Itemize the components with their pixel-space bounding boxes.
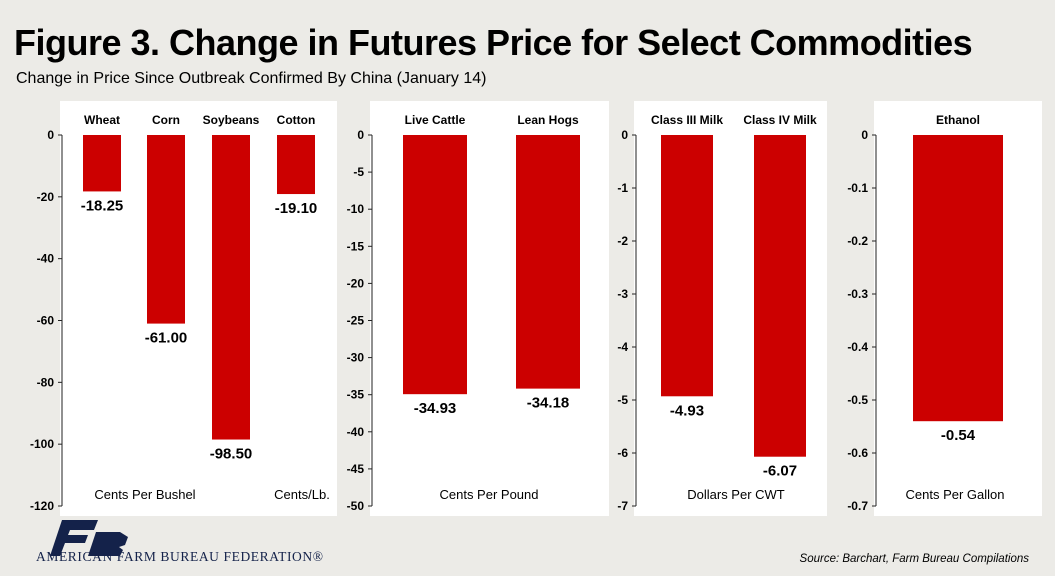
data-label: -0.54 (941, 427, 976, 444)
bar-corn (147, 135, 185, 324)
unit-label: Dollars Per CWT (687, 487, 785, 502)
data-label: -34.18 (527, 395, 570, 412)
y-tick-label: -0.1 (847, 181, 868, 195)
data-label: -19.10 (275, 200, 318, 217)
unit-label: Cents Per Pound (439, 487, 538, 502)
y-tick-label: -15 (347, 239, 365, 253)
unit-label: Cents Per Bushel (94, 487, 195, 502)
y-tick-label: -7 (617, 499, 628, 513)
y-tick-label: -1 (617, 181, 628, 195)
category-label: Lean Hogs (517, 113, 579, 127)
y-tick-label: -5 (617, 393, 628, 407)
category-label: Live Cattle (405, 113, 466, 127)
category-label: Cotton (277, 113, 316, 127)
y-tick-label: -20 (347, 276, 365, 290)
bar-class-iv-milk (754, 135, 806, 457)
y-tick-label: -0.2 (847, 234, 868, 248)
bar-soybeans (212, 135, 250, 440)
y-tick-label: 0 (47, 128, 54, 142)
bar-live-cattle (403, 135, 467, 395)
y-tick-label: -100 (30, 437, 54, 451)
y-tick-label: -3 (617, 287, 628, 301)
chart-subtitle: Change in Price Since Outbreak Confirmed… (16, 70, 487, 87)
y-tick-label: -120 (30, 499, 54, 513)
y-tick-label: -45 (347, 462, 365, 476)
data-label: -61.00 (145, 330, 188, 347)
data-label: -4.93 (670, 402, 704, 419)
y-tick-label: -50 (347, 499, 365, 513)
y-tick-label: -25 (347, 314, 365, 328)
y-tick-label: -30 (347, 351, 365, 365)
y-tick-label: -60 (37, 314, 55, 328)
y-tick-label: -0.5 (847, 393, 868, 407)
y-tick-label: -2 (617, 234, 628, 248)
y-tick-label: -5 (353, 165, 364, 179)
y-tick-label: -0.4 (847, 340, 868, 354)
bar-ethanol (913, 135, 1003, 422)
organization-name: AMERICAN FARM BUREAU FEDERATION® (36, 549, 324, 564)
data-label: -6.07 (763, 463, 797, 480)
category-label: Class IV Milk (743, 113, 817, 127)
y-tick-label: -10 (347, 202, 365, 216)
unit-label: Cents/Lb. (274, 487, 330, 502)
y-tick-label: -4 (617, 340, 628, 354)
bar-wheat (83, 135, 121, 192)
y-tick-label: 0 (861, 128, 868, 142)
source-note: Source: Barchart, Farm Bureau Compilatio… (799, 553, 1029, 565)
y-tick-label: -0.6 (847, 446, 868, 460)
unit-label: Cents Per Gallon (906, 487, 1005, 502)
y-tick-label: -0.7 (847, 499, 868, 513)
category-label: Soybeans (203, 113, 260, 127)
chart-title: Figure 3. Change in Futures Price for Se… (14, 22, 973, 63)
bar-cotton (277, 135, 315, 195)
category-label: Ethanol (936, 113, 980, 127)
y-tick-label: -0.3 (847, 287, 868, 301)
y-tick-label: -40 (37, 252, 55, 266)
bar-lean-hogs (516, 135, 580, 389)
data-label: -18.25 (81, 197, 124, 214)
farm-bureau-logo-icon (50, 520, 128, 556)
category-label: Class III Milk (651, 113, 723, 127)
data-label: -98.50 (210, 446, 253, 463)
y-tick-label: -35 (347, 388, 365, 402)
y-tick-label: 0 (357, 128, 364, 142)
y-tick-label: -6 (617, 446, 628, 460)
data-label: -34.93 (414, 400, 457, 417)
y-tick-label: 0 (621, 128, 628, 142)
y-tick-label: -80 (37, 375, 55, 389)
y-tick-label: -20 (37, 190, 55, 204)
y-tick-label: -40 (347, 425, 365, 439)
category-label: Corn (152, 113, 180, 127)
category-label: Wheat (84, 113, 120, 127)
bar-class-iii-milk (661, 135, 713, 397)
